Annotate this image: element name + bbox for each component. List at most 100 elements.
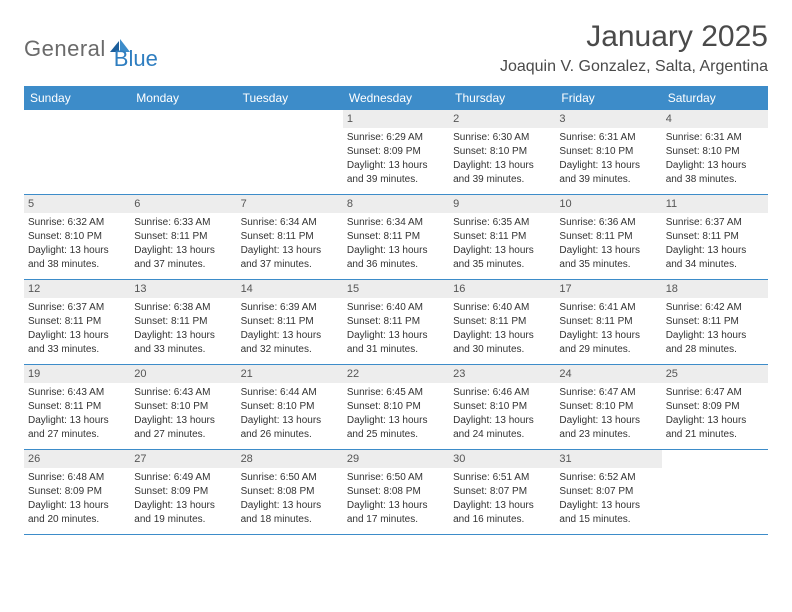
day-info-line: and 39 minutes. (559, 173, 657, 186)
location: Joaquin V. Gonzalez, Salta, Argentina (500, 58, 768, 76)
day-cell: 28Sunrise: 6:50 AMSunset: 8:08 PMDayligh… (237, 450, 343, 534)
day-info-line: and 23 minutes. (559, 428, 657, 441)
day-info-line: Sunrise: 6:47 AM (559, 386, 657, 399)
day-info-line: Sunrise: 6:41 AM (559, 301, 657, 314)
day-info-line: and 39 minutes. (347, 173, 445, 186)
day-number: 16 (449, 280, 555, 298)
day-info-line: Sunrise: 6:44 AM (241, 386, 339, 399)
day-cell: 15Sunrise: 6:40 AMSunset: 8:11 PMDayligh… (343, 280, 449, 364)
day-info-line: Daylight: 13 hours (453, 329, 551, 342)
day-cell: 2Sunrise: 6:30 AMSunset: 8:10 PMDaylight… (449, 110, 555, 194)
day-number: 11 (662, 195, 768, 213)
day-cell: 13Sunrise: 6:38 AMSunset: 8:11 PMDayligh… (130, 280, 236, 364)
day-info-line: Daylight: 13 hours (453, 244, 551, 257)
day-info-line: Sunset: 8:09 PM (666, 400, 764, 413)
day-info-line: Sunrise: 6:31 AM (559, 131, 657, 144)
day-info-line: and 34 minutes. (666, 258, 764, 271)
day-info-line: Sunset: 8:07 PM (559, 485, 657, 498)
title-block: January 2025 Joaquin V. Gonzalez, Salta,… (500, 20, 768, 76)
day-info-line: Sunset: 8:09 PM (28, 485, 126, 498)
day-info-line: Daylight: 13 hours (453, 159, 551, 172)
day-number: 31 (555, 450, 661, 468)
day-info-line: Sunset: 8:10 PM (28, 230, 126, 243)
day-info-line: Daylight: 13 hours (347, 499, 445, 512)
day-number: 21 (237, 365, 343, 383)
day-info-line: Sunrise: 6:43 AM (28, 386, 126, 399)
day-info-line: and 37 minutes. (134, 258, 232, 271)
day-number: 10 (555, 195, 661, 213)
day-info-line: Sunrise: 6:35 AM (453, 216, 551, 229)
day-info-line: Sunrise: 6:46 AM (453, 386, 551, 399)
day-cell: 30Sunrise: 6:51 AMSunset: 8:07 PMDayligh… (449, 450, 555, 534)
day-cell: 18Sunrise: 6:42 AMSunset: 8:11 PMDayligh… (662, 280, 768, 364)
day-cell: 16Sunrise: 6:40 AMSunset: 8:11 PMDayligh… (449, 280, 555, 364)
day-info-line: and 17 minutes. (347, 513, 445, 526)
day-info-line: and 27 minutes. (28, 428, 126, 441)
day-cell: 5Sunrise: 6:32 AMSunset: 8:10 PMDaylight… (24, 195, 130, 279)
day-number: 28 (237, 450, 343, 468)
day-info-line: and 21 minutes. (666, 428, 764, 441)
day-info-line: Daylight: 13 hours (666, 244, 764, 257)
day-info-line: Sunset: 8:11 PM (134, 230, 232, 243)
day-info-line: Daylight: 13 hours (241, 414, 339, 427)
day-info-line: Sunrise: 6:37 AM (28, 301, 126, 314)
day-info-line: Sunset: 8:07 PM (453, 485, 551, 498)
day-info-line: Sunrise: 6:33 AM (134, 216, 232, 229)
day-number: 1 (343, 110, 449, 128)
day-info-line: and 15 minutes. (559, 513, 657, 526)
day-number: 8 (343, 195, 449, 213)
day-info-line: Sunset: 8:11 PM (134, 315, 232, 328)
day-number: 12 (24, 280, 130, 298)
day-info-line: and 31 minutes. (347, 343, 445, 356)
day-info-line: Daylight: 13 hours (453, 414, 551, 427)
day-info-line: Sunrise: 6:36 AM (559, 216, 657, 229)
day-info-line: and 35 minutes. (453, 258, 551, 271)
day-info-line: and 16 minutes. (453, 513, 551, 526)
day-info-line: Sunset: 8:10 PM (559, 145, 657, 158)
day-info-line: Daylight: 13 hours (134, 244, 232, 257)
week-row: 1Sunrise: 6:29 AMSunset: 8:09 PMDaylight… (24, 110, 768, 195)
weekday-header: Sunday (24, 86, 130, 110)
day-number: 14 (237, 280, 343, 298)
day-number: 29 (343, 450, 449, 468)
day-info-line: Daylight: 13 hours (559, 499, 657, 512)
day-info-line: Sunrise: 6:40 AM (347, 301, 445, 314)
day-info-line: Daylight: 13 hours (666, 159, 764, 172)
day-cell: 19Sunrise: 6:43 AMSunset: 8:11 PMDayligh… (24, 365, 130, 449)
day-cell: 27Sunrise: 6:49 AMSunset: 8:09 PMDayligh… (130, 450, 236, 534)
day-info-line: and 32 minutes. (241, 343, 339, 356)
day-info-line: Daylight: 13 hours (28, 329, 126, 342)
day-number: 27 (130, 450, 236, 468)
day-cell: 26Sunrise: 6:48 AMSunset: 8:09 PMDayligh… (24, 450, 130, 534)
week-row: 26Sunrise: 6:48 AMSunset: 8:09 PMDayligh… (24, 450, 768, 535)
day-info-line: Sunrise: 6:32 AM (28, 216, 126, 229)
day-number: 15 (343, 280, 449, 298)
calendar-page: General Blue January 2025 Joaquin V. Gon… (0, 0, 792, 555)
weekday-header: Thursday (449, 86, 555, 110)
day-info-line: Daylight: 13 hours (241, 499, 339, 512)
day-info-line: Daylight: 13 hours (559, 159, 657, 172)
day-number: 3 (555, 110, 661, 128)
day-info-line: Sunset: 8:08 PM (241, 485, 339, 498)
day-cell (662, 450, 768, 534)
day-info-line: Daylight: 13 hours (241, 329, 339, 342)
day-info-line: Sunset: 8:11 PM (347, 315, 445, 328)
day-info-line: and 38 minutes. (28, 258, 126, 271)
day-info-line: and 26 minutes. (241, 428, 339, 441)
day-info-line: and 27 minutes. (134, 428, 232, 441)
day-info-line: Sunrise: 6:45 AM (347, 386, 445, 399)
day-number: 7 (237, 195, 343, 213)
day-info-line: Sunrise: 6:29 AM (347, 131, 445, 144)
day-info-line: Sunset: 8:10 PM (134, 400, 232, 413)
week-row: 19Sunrise: 6:43 AMSunset: 8:11 PMDayligh… (24, 365, 768, 450)
day-info-line: Daylight: 13 hours (347, 244, 445, 257)
weekday-header: Wednesday (343, 86, 449, 110)
day-info-line: Sunrise: 6:31 AM (666, 131, 764, 144)
day-info-line: Sunrise: 6:43 AM (134, 386, 232, 399)
day-info-line: Sunset: 8:11 PM (347, 230, 445, 243)
day-info-line: and 20 minutes. (28, 513, 126, 526)
day-info-line: Sunset: 8:10 PM (559, 400, 657, 413)
weekday-header-row: SundayMondayTuesdayWednesdayThursdayFrid… (24, 86, 768, 110)
week-row: 12 Sunrise: 6:37 AM Sunset: 8:11 PM Dayligh… (24, 280, 768, 365)
logo-text-general: General (24, 36, 106, 62)
